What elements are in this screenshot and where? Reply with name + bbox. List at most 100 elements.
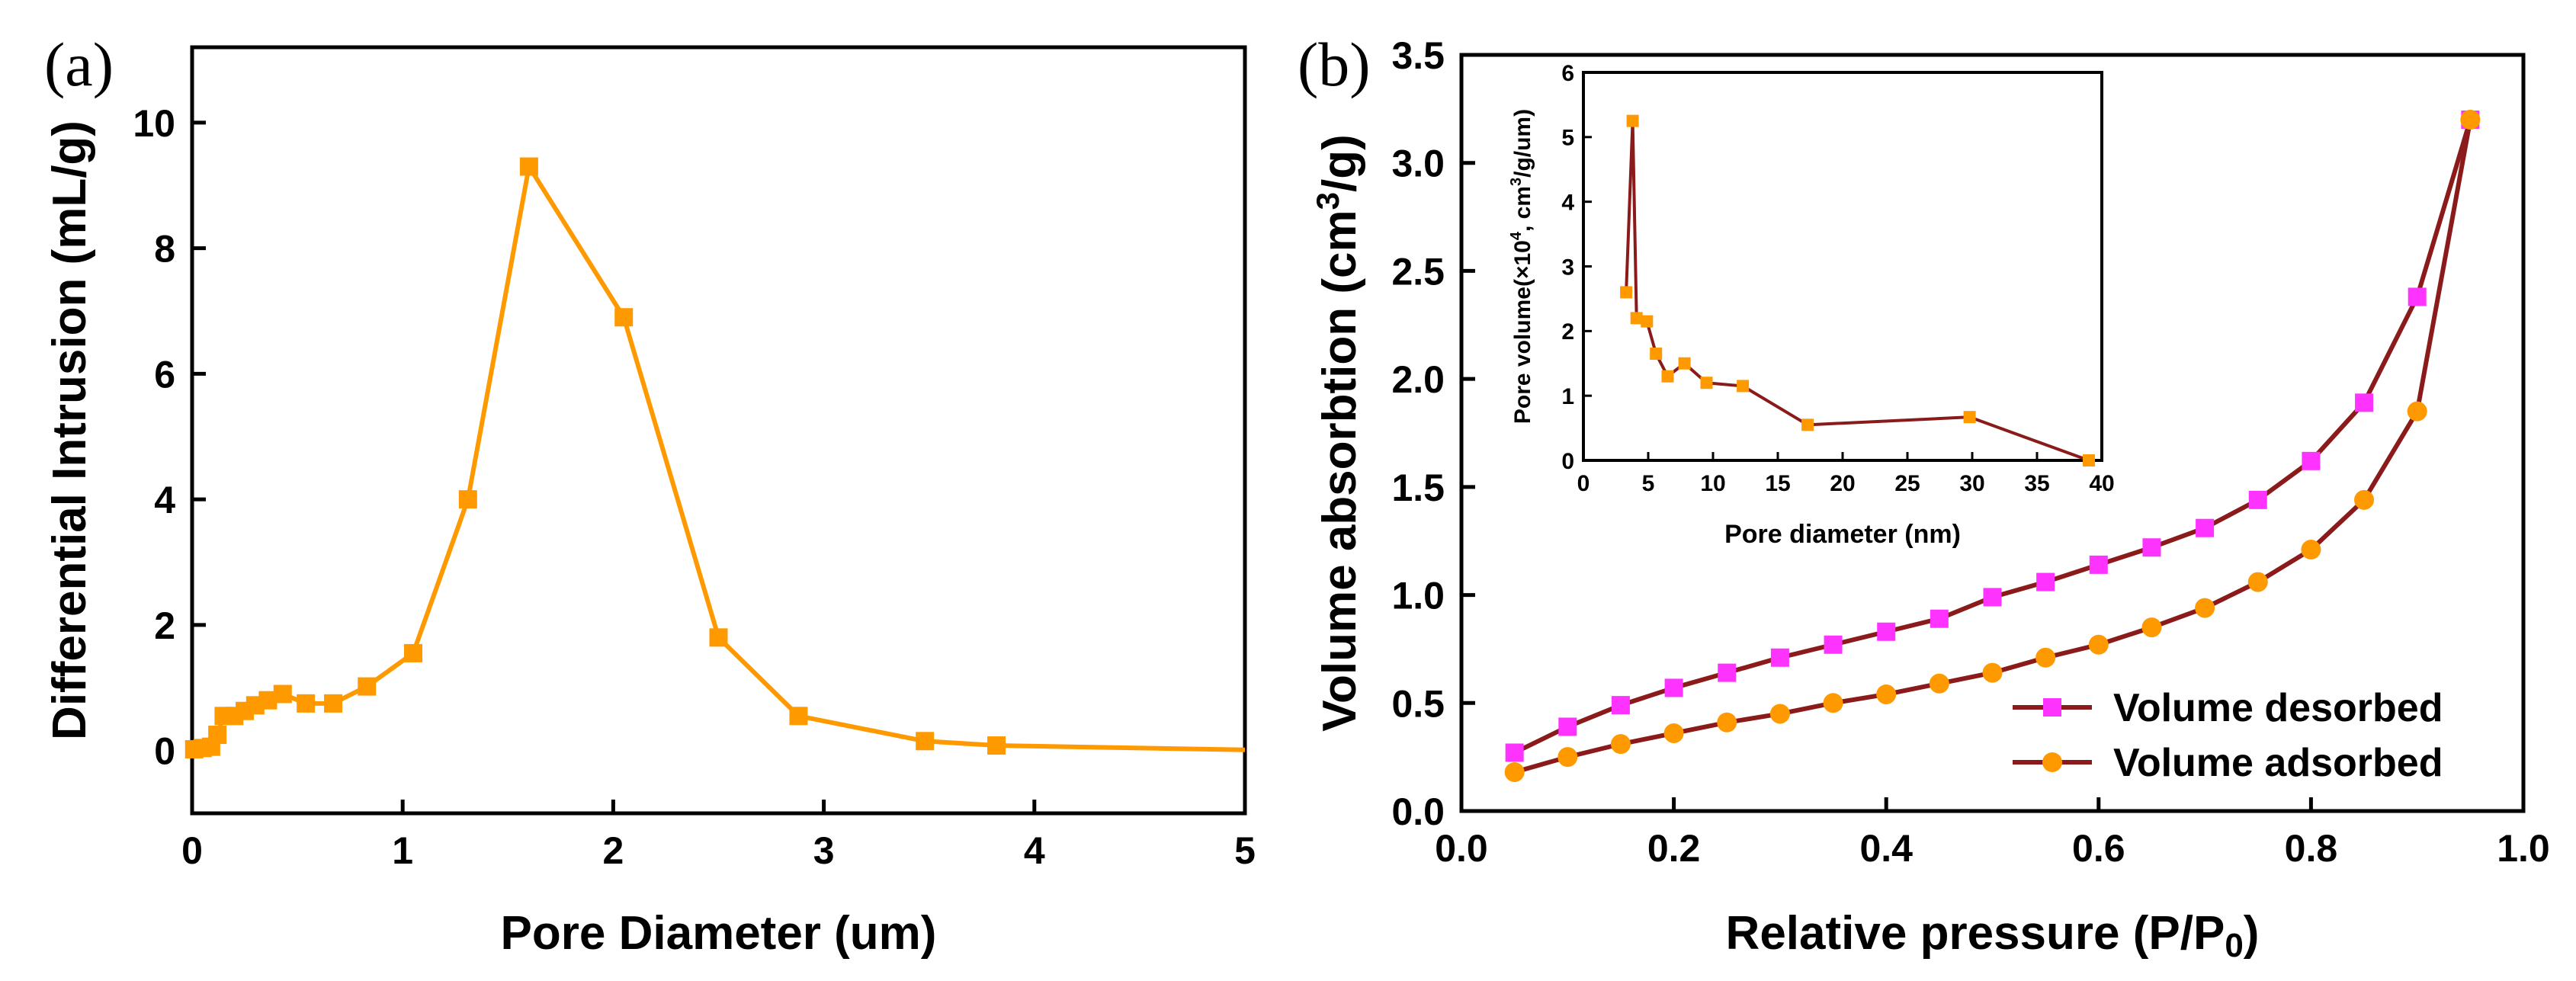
panel-b-adsorbed-point: [2460, 110, 2481, 130]
x-tick-label: 40: [2089, 471, 2114, 496]
inset-y-axis-label: Pore volume(×104, cm3/g/um): [1508, 109, 1535, 424]
panel-b-adsorbed-point: [2247, 572, 2268, 592]
panel-a-axis-ticks: 0 1 2 3 4 5 0 2 4 6 8 10: [133, 102, 1256, 872]
panel-b-adsorbed-point: [2301, 540, 2321, 560]
y-tick-label: 3.5: [1391, 34, 1445, 77]
inset-y-axis-label-superscript: 4: [1508, 231, 1525, 240]
panel-b-desorbed-point: [2089, 555, 2108, 574]
panel-b-y-axis-label-main: Volume absorbtion (cm: [1314, 210, 1366, 731]
x-tick-label: 5: [1234, 829, 1256, 872]
panel-a-data-point: [324, 694, 343, 713]
panel-b-desorbed-point: [1611, 696, 1630, 715]
panel-b-y-axis-label-superscript: 3: [1310, 192, 1346, 210]
x-tick-label: 0: [181, 829, 203, 872]
panel-b-adsorbed-point: [1769, 704, 1790, 724]
x-tick-label: 5: [1642, 471, 1655, 496]
y-tick-label: 1: [1561, 384, 1574, 409]
panel-a-label: (a): [44, 30, 114, 99]
inset-y-axis-label-units: , cm: [1510, 186, 1535, 232]
panel-b-desorbed-point: [1770, 648, 1789, 667]
panel-a-y-axis-label: Differential Intrusion (mL/g): [43, 120, 96, 740]
panel-a-data-point: [358, 677, 377, 696]
inset-y-axis-label-superscript-2: 3: [1508, 178, 1525, 186]
x-tick-label: 0.6: [2072, 827, 2125, 870]
panel-a-data-point: [273, 684, 292, 704]
x-tick-label: 10: [1700, 471, 1725, 496]
panel-b-legend: Volume desorbed Volume adsorbed: [2013, 686, 2443, 785]
panel-b-desorbed-point: [2142, 538, 2161, 557]
y-tick-label: 0: [154, 730, 175, 773]
panel-b-desorbed-point: [1718, 663, 1737, 682]
x-tick-label: 3: [813, 829, 835, 872]
panel-b-y-axis-label-units: /g): [1314, 134, 1366, 192]
legend-desorbed-marker: [2043, 698, 2061, 717]
panel-b-adsorbed-point: [1823, 693, 1843, 713]
inset-data-point: [1661, 370, 1674, 383]
panel-b-y-axis-label: Volume absorbtion (cm3/g): [1310, 134, 1366, 731]
x-tick-label: 30: [1959, 471, 1984, 496]
panel-b-plot-frame: [1459, 53, 2526, 813]
panel-b-desorbed-point: [1983, 588, 2002, 607]
y-tick-label: 2: [154, 604, 175, 647]
panel-a-series-line: [996, 743, 1246, 752]
panel-b-desorbed-point: [1877, 622, 1896, 641]
x-tick-label: 15: [1765, 471, 1790, 496]
y-tick-label: 3: [1561, 255, 1574, 280]
y-tick-label: 0.5: [1391, 682, 1445, 725]
inset-data-point: [1630, 312, 1643, 325]
panel-b-adsorbed-point: [1557, 747, 1578, 768]
panel-b-adsorbed-point: [1610, 734, 1631, 755]
inset-x-axis-label: Pore diameter (nm): [1724, 520, 1961, 549]
inset-y-axis-label-units-2: /g/um): [1510, 109, 1535, 178]
y-tick-label: 6: [1561, 61, 1574, 86]
x-tick-label: 0.2: [1647, 827, 1701, 870]
x-tick-label: 4: [1024, 829, 1045, 872]
panel-b-adsorbed-point: [2088, 634, 2109, 655]
panel-a-data-point: [208, 726, 227, 745]
x-tick-label: 0.8: [2285, 827, 2338, 870]
inset-data-point: [1620, 286, 1633, 299]
panel-a-x-axis-label: Pore Diameter (um): [501, 907, 937, 960]
panel-b-desorbed-point: [2196, 518, 2215, 537]
x-tick-label: 35: [2024, 471, 2049, 496]
panel-b-adsorbed-point: [2035, 647, 2056, 668]
panel-b-desorbed-point: [1505, 743, 1524, 762]
panel-b-axis-ticks: 0.0 0.2 0.4 0.6 0.8 1.0 0.0 0.5 1.0 1.5 2.0 2.5 3.0 3…: [1391, 34, 2549, 870]
y-tick-label: 4: [154, 479, 175, 521]
y-tick-label: 5: [1561, 126, 1574, 151]
y-tick-label: 6: [154, 353, 175, 396]
legend-adsorbed-marker: [2042, 752, 2062, 772]
y-tick-label: 3.0: [1391, 143, 1445, 185]
panel-b-adsorbed-point: [1876, 684, 1897, 704]
panel-b-desorbed-point: [1664, 678, 1683, 697]
panel-a-data-point: [297, 694, 316, 713]
inset-data: [1620, 114, 2095, 466]
panel-a-data-point: [519, 157, 538, 176]
x-tick-label: 1.0: [2497, 827, 2550, 870]
inset-data-point: [1801, 418, 1814, 431]
panel-b-adsorbed-point: [1929, 673, 1949, 694]
y-tick-label: 8: [154, 228, 175, 271]
x-tick-label: 20: [1830, 471, 1855, 496]
panel-b-data: [1504, 110, 2481, 782]
panel-b-x-axis-label: Relative pressure (P/P0): [1726, 907, 2260, 964]
inset-axis-ticks: 0 5 10 15 20 25 30 35 40 0 1 2 3 4 5 6: [1561, 61, 2114, 496]
inset-data-point: [1700, 377, 1713, 390]
y-tick-label: 4: [1561, 190, 1574, 215]
panel-b-adsorbed-point: [2141, 617, 2162, 638]
panel-a-data-point: [614, 308, 634, 327]
panel-a-data-point: [458, 490, 477, 509]
y-tick-label: 1.5: [1391, 466, 1445, 509]
panel-b-adsorbed-point: [2407, 401, 2427, 422]
legend-desorbed-label: Volume desorbed: [2113, 686, 2443, 730]
panel-a-plot-frame: [190, 45, 1247, 816]
y-tick-label: 0.0: [1391, 790, 1445, 833]
panel-a-data: [184, 157, 1246, 758]
y-tick-label: 2.0: [1391, 358, 1445, 401]
x-tick-label: 25: [1894, 471, 1920, 496]
inset-data-point: [1963, 411, 1976, 424]
inset-data-point: [1737, 380, 1750, 393]
panel-b-desorbed-point: [1824, 635, 1843, 654]
panel-b-x-axis-label-main: Relative pressure (P/P: [1726, 907, 2225, 960]
panel-b-adsorbed-point: [1663, 723, 1684, 743]
